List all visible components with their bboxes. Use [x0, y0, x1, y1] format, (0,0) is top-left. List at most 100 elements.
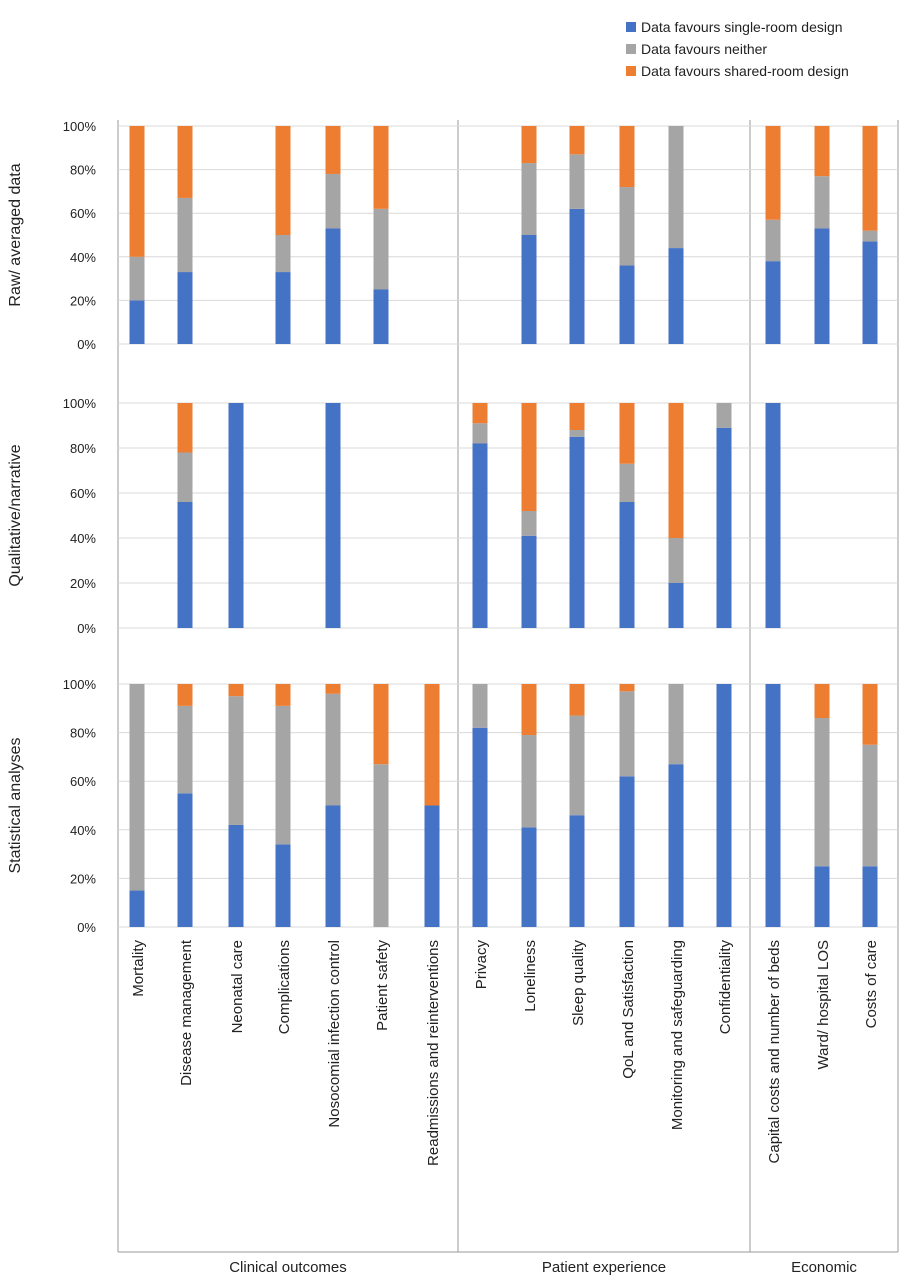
y-tick-label: 80% — [70, 441, 96, 456]
bar-shared-room — [177, 684, 193, 706]
category-label: Nosocomial infection control — [326, 940, 343, 1128]
bar-single-room — [228, 824, 244, 927]
y-tick-label: 40% — [70, 531, 96, 546]
bar-shared-room — [521, 403, 537, 511]
bar-neither — [177, 452, 193, 502]
bar-single-room — [765, 684, 781, 927]
bar-neither — [228, 696, 244, 825]
bar-single-room — [716, 427, 732, 628]
y-tick-label: 0% — [77, 621, 96, 636]
bar-shared-room — [373, 684, 389, 765]
bar-single-room — [325, 403, 341, 628]
bar-single-room — [569, 208, 585, 344]
bar-single-room — [325, 228, 341, 344]
category-label: Sleep quality — [570, 940, 587, 1026]
bar-shared-room — [619, 684, 635, 692]
bar-shared-room — [619, 126, 635, 188]
bar-neither — [814, 718, 830, 867]
bar-neither — [472, 684, 488, 728]
y-tick-label: 60% — [70, 486, 96, 501]
bar-single-room — [275, 844, 291, 927]
bar-shared-room — [228, 684, 244, 697]
bar-single-room — [668, 764, 684, 927]
y-tick-label: 0% — [77, 920, 96, 935]
bar-neither — [472, 423, 488, 444]
bar-shared-room — [275, 126, 291, 235]
bar-neither — [862, 744, 878, 867]
bar-neither — [668, 126, 684, 249]
bar-shared-room — [177, 403, 193, 453]
bar-neither — [521, 735, 537, 828]
bar-shared-room — [569, 126, 585, 155]
bar-shared-room — [862, 126, 878, 231]
panel-ylabel: Raw/ averaged data — [7, 163, 24, 306]
category-label: Disease management — [178, 939, 195, 1086]
bar-single-room — [129, 890, 145, 927]
bar-neither — [716, 403, 732, 428]
category-label: Monitoring and safeguarding — [669, 940, 686, 1130]
bar-shared-room — [521, 126, 537, 164]
category-label: Ward/ hospital LOS — [815, 940, 832, 1070]
bar-shared-room — [814, 684, 830, 719]
category-label: Privacy — [473, 940, 490, 990]
panel-ylabel: Qualitative/narrative — [7, 444, 24, 586]
bar-single-room — [521, 235, 537, 344]
bar-shared-room — [275, 684, 291, 706]
bar-single-room — [569, 815, 585, 927]
bar-single-room — [521, 535, 537, 628]
bar-single-room — [129, 300, 145, 344]
y-tick-label: 20% — [70, 293, 96, 308]
bar-neither — [569, 430, 585, 437]
bar-single-room — [668, 248, 684, 344]
bar-single-room — [765, 403, 781, 628]
bar-single-room — [569, 436, 585, 628]
bar-neither — [373, 208, 389, 290]
bar-shared-room — [619, 403, 635, 464]
category-label: Confidentiality — [717, 940, 734, 1035]
bar-neither — [177, 197, 193, 273]
category-label: Costs of care — [863, 940, 880, 1028]
bar-single-room — [814, 228, 830, 344]
bar-single-room — [814, 866, 830, 927]
bar-neither — [619, 691, 635, 777]
bar-single-room — [177, 502, 193, 628]
category-label: Readmissions and reinterventions — [425, 940, 442, 1166]
bar-shared-room — [472, 403, 488, 424]
bar-shared-room — [424, 684, 440, 806]
panel-ylabel: Statistical analyses — [7, 737, 24, 873]
bar-single-room — [325, 805, 341, 927]
bar-single-room — [177, 793, 193, 927]
y-tick-label: 60% — [70, 206, 96, 221]
legend-label: Data favours shared-room design — [641, 63, 849, 79]
bar-single-room — [765, 261, 781, 344]
y-tick-label: 80% — [70, 726, 96, 741]
bar-neither — [765, 219, 781, 262]
y-tick-label: 0% — [77, 337, 96, 352]
y-tick-label: 20% — [70, 871, 96, 886]
bar-neither — [177, 705, 193, 794]
category-label: Neonatal care — [229, 940, 246, 1033]
y-tick-label: 100% — [63, 396, 97, 411]
bar-single-room — [228, 403, 244, 628]
bar-shared-room — [129, 126, 145, 257]
bar-neither — [814, 176, 830, 229]
group-label: Economic — [791, 1259, 857, 1276]
bar-neither — [668, 538, 684, 583]
legend-swatch — [626, 66, 636, 76]
bar-shared-room — [668, 403, 684, 538]
category-label: Loneliness — [522, 940, 539, 1012]
bar-neither — [862, 230, 878, 242]
bar-shared-room — [765, 126, 781, 220]
bar-shared-room — [569, 684, 585, 716]
bar-neither — [275, 705, 291, 845]
bar-single-room — [472, 443, 488, 628]
bar-neither — [325, 693, 341, 806]
y-tick-label: 40% — [70, 823, 96, 838]
bar-neither — [668, 684, 684, 765]
bar-single-room — [472, 727, 488, 927]
y-tick-label: 40% — [70, 250, 96, 265]
group-label: Clinical outcomes — [229, 1259, 347, 1276]
bar-shared-room — [325, 684, 341, 694]
bar-shared-room — [521, 684, 537, 736]
bar-single-room — [862, 866, 878, 927]
